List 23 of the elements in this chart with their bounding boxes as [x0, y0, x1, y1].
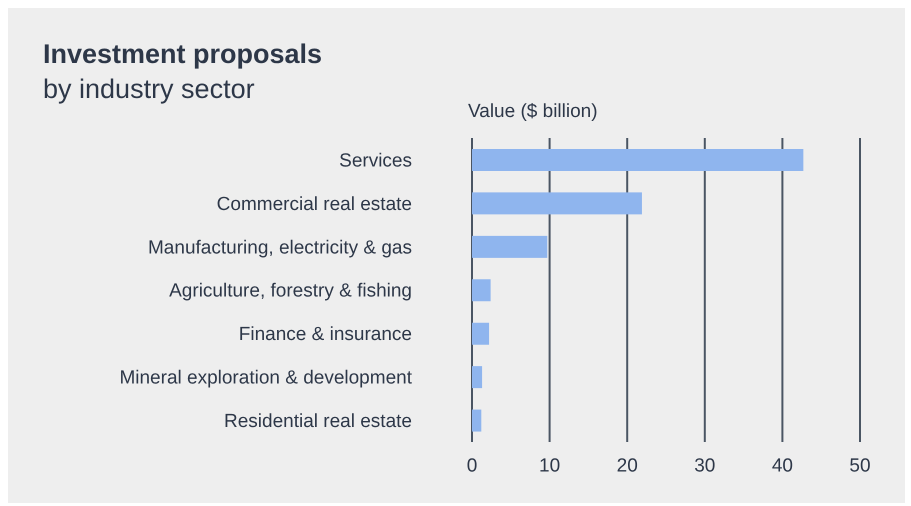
y-tick-label: Mineral exploration & development	[119, 368, 413, 389]
x-tick-label: 10	[539, 455, 560, 476]
x-tick-label: 50	[849, 455, 871, 476]
y-tick-label: Manufacturing, electricity & gas	[148, 237, 412, 258]
bar	[472, 322, 490, 345]
x-tick-label: 0	[466, 455, 478, 476]
bar	[472, 236, 548, 258]
y-tick-label: Agriculture, forestry & fishing	[169, 280, 412, 302]
bar	[472, 410, 482, 432]
x-tick-label: 20	[616, 455, 638, 476]
y-tick-label: Services	[339, 150, 412, 172]
bar	[472, 192, 642, 214]
text: Investment proposals	[43, 38, 322, 70]
bar	[472, 366, 482, 388]
text: by industry sector	[43, 73, 255, 106]
y-tick-label: Finance & insurance	[238, 324, 412, 346]
bar	[472, 149, 804, 171]
bar	[472, 279, 491, 302]
x-tick-label: 40	[772, 455, 793, 476]
y-tick-label: Residential real estate	[224, 411, 412, 432]
x-tick-label: 30	[694, 455, 716, 476]
x-axis-title: Value ($ billion)	[468, 100, 598, 124]
y-tick-label: Commercial real estate	[216, 194, 412, 215]
